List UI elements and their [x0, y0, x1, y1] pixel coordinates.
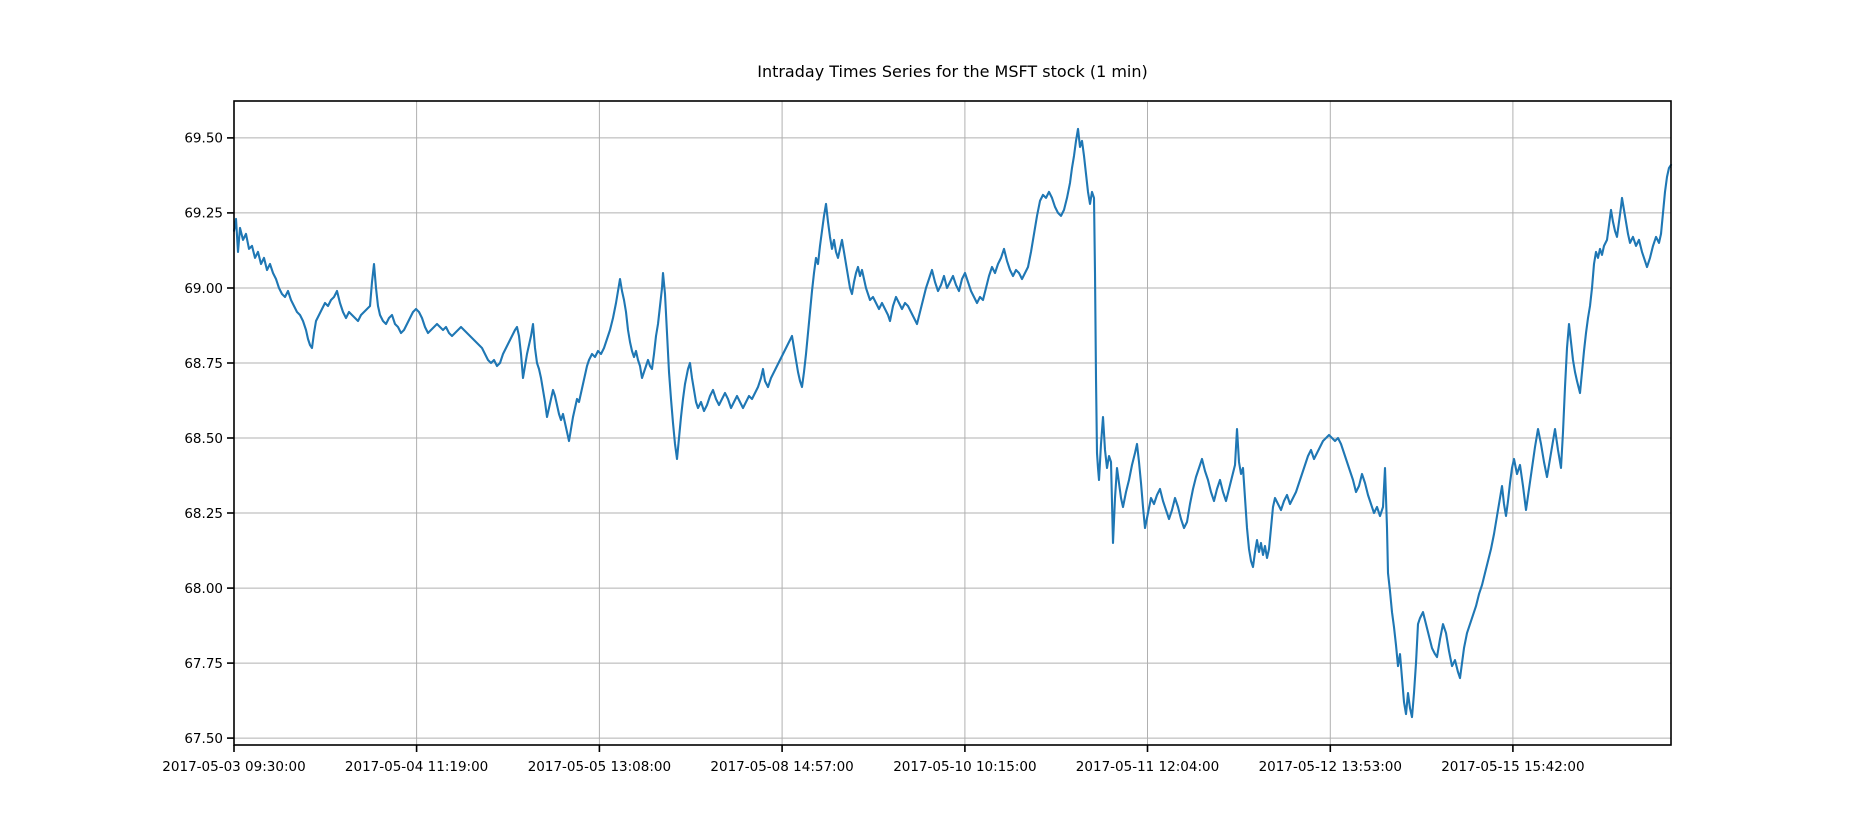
y-tick-label: 68.75	[184, 356, 223, 372]
x-tick-label: 2017-05-11 12:04:00	[1076, 759, 1219, 775]
x-tick-label: 2017-05-05 13:08:00	[528, 759, 671, 775]
y-tick-label: 69.50	[184, 131, 223, 147]
x-tick-label: 2017-05-15 15:42:00	[1441, 759, 1584, 775]
x-tick-label: 2017-05-10 10:15:00	[893, 759, 1036, 775]
y-tick-label: 68.50	[184, 431, 223, 447]
y-tick-label: 68.25	[184, 506, 223, 522]
y-tick-label: 69.00	[184, 281, 223, 297]
y-tick-label: 67.50	[184, 731, 223, 747]
x-tick-label: 2017-05-04 11:19:00	[345, 759, 488, 775]
x-tick-label: 2017-05-12 13:53:00	[1259, 759, 1402, 775]
y-tick-label: 68.00	[184, 581, 223, 597]
price-line-series	[232, 127, 1673, 719]
y-tick-label: 69.25	[184, 206, 223, 222]
y-tick-label: 67.75	[184, 656, 223, 672]
x-tick-label: 2017-05-03 09:30:00	[162, 759, 305, 775]
axes-spines	[233, 100, 1672, 746]
x-tick-label: 2017-05-08 14:57:00	[710, 759, 853, 775]
chart-title: Intraday Times Series for the MSFT stock…	[757, 62, 1148, 81]
